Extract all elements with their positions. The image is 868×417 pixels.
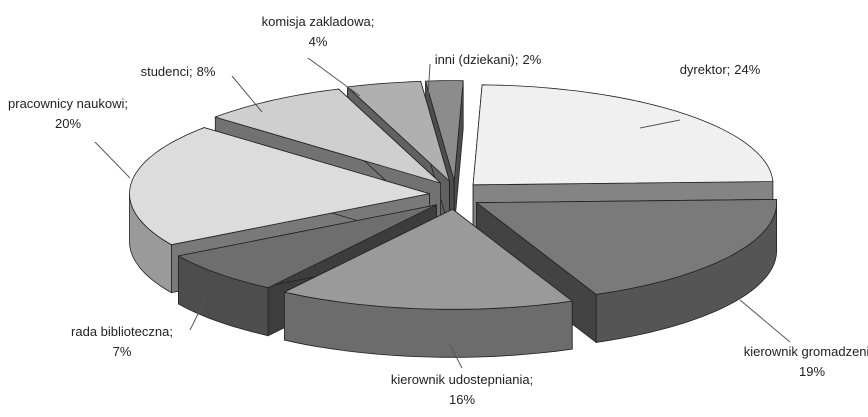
slice [424, 80, 464, 181]
category-label: inni (dziekani); [435, 52, 519, 67]
category-label: pracownicy naukowi; [8, 96, 128, 111]
leader-line [449, 344, 463, 369]
slice [214, 88, 441, 184]
slice [346, 80, 451, 183]
value-label: 19% [799, 364, 825, 379]
data-label: kierownik udostepniania; 16% [391, 372, 533, 407]
leader-line [427, 63, 431, 99]
data-label: komisja zakladowa; 4% [262, 14, 375, 49]
slice [283, 208, 574, 310]
category-label: komisja zakladowa; [262, 14, 375, 29]
value-label: 24% [734, 62, 760, 77]
leader-line [94, 141, 131, 179]
data-label: dyrektor; 24% [680, 62, 761, 77]
value-label: 2% [523, 52, 542, 67]
leader-line [307, 57, 361, 97]
value-label: 7% [113, 344, 132, 359]
data-label: pracownicy naukowi; 20% [8, 96, 128, 131]
slice [475, 198, 778, 295]
leader-line [639, 119, 681, 129]
data-label: rada biblioteczna; 7% [71, 324, 173, 359]
value-label: 20% [55, 116, 81, 131]
data-label: studenci; 8% [141, 64, 216, 79]
value-label: 4% [309, 34, 328, 49]
slice [177, 204, 437, 289]
category-label: studenci; [141, 64, 193, 79]
leader-line [231, 75, 263, 113]
slice [129, 127, 430, 246]
value-label: 8% [197, 64, 216, 79]
leader-line [739, 299, 791, 343]
category-label: kierownik gromadzenia; [744, 344, 868, 359]
data-label: kierownik gromadzenia; 19% [744, 344, 868, 379]
slice [472, 84, 774, 186]
data-label: inni (dziekani); 2% [435, 52, 542, 67]
value-label: 16% [449, 392, 475, 407]
leader-line [189, 299, 206, 331]
category-label: kierownik udostepniania; [391, 372, 533, 387]
category-label: dyrektor; [680, 62, 731, 77]
category-label: rada biblioteczna; [71, 324, 173, 339]
